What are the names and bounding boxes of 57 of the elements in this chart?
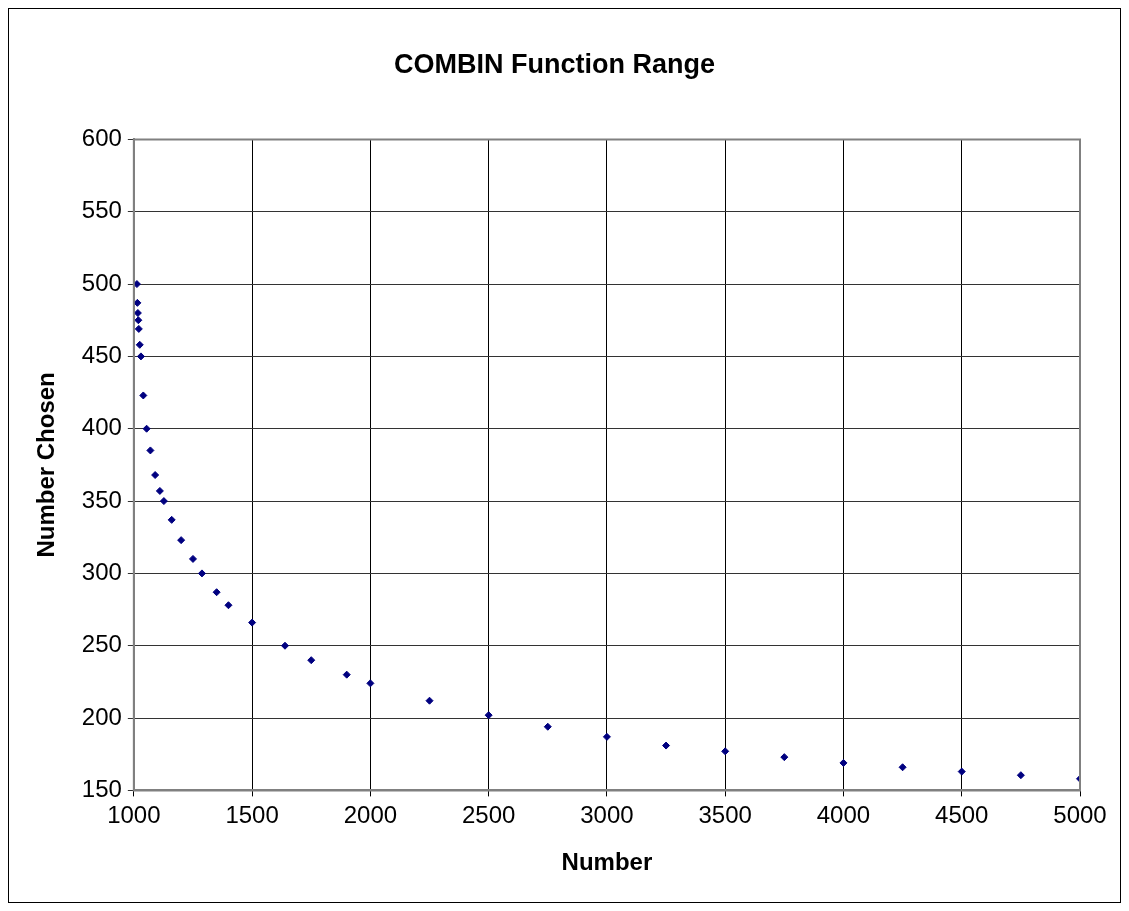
y-axis-title: Number Chosen bbox=[32, 372, 60, 558]
point bbox=[366, 679, 375, 688]
point bbox=[134, 324, 143, 333]
point bbox=[142, 424, 151, 433]
x-tick-label: 5000 bbox=[1053, 801, 1107, 829]
point bbox=[898, 763, 907, 772]
point bbox=[151, 471, 160, 480]
point bbox=[342, 670, 351, 679]
x-tick-label: 3500 bbox=[698, 801, 752, 829]
point bbox=[135, 340, 144, 349]
point bbox=[957, 767, 966, 776]
y-tick-label: 300 bbox=[81, 558, 122, 586]
point bbox=[1016, 771, 1025, 780]
x-tick-label: 4500 bbox=[935, 801, 989, 829]
point bbox=[484, 711, 493, 720]
y-tick-label: 250 bbox=[81, 630, 122, 658]
point bbox=[425, 696, 434, 705]
point bbox=[197, 569, 206, 578]
point bbox=[662, 741, 671, 750]
point bbox=[146, 446, 155, 455]
point bbox=[307, 656, 316, 665]
x-tick-label: 2000 bbox=[343, 801, 398, 829]
point bbox=[248, 618, 257, 627]
point bbox=[136, 352, 145, 361]
point bbox=[177, 536, 186, 545]
y-tick-label: 550 bbox=[81, 196, 122, 224]
x-tick-label: 4000 bbox=[816, 801, 871, 829]
point bbox=[155, 486, 164, 495]
point bbox=[167, 515, 176, 524]
x-tick-label: 1000 bbox=[107, 801, 161, 829]
chart-title: COMBIN Function Range bbox=[394, 48, 715, 79]
y-tick-label: 400 bbox=[81, 413, 122, 441]
point bbox=[721, 747, 730, 756]
point bbox=[780, 753, 789, 762]
point bbox=[133, 298, 142, 307]
point bbox=[188, 554, 197, 563]
point bbox=[839, 758, 848, 767]
point bbox=[133, 309, 142, 317]
point bbox=[212, 588, 221, 597]
x-tick-label: 1500 bbox=[225, 801, 279, 829]
point bbox=[139, 391, 148, 400]
y-tick-label: 450 bbox=[81, 341, 122, 369]
point bbox=[602, 732, 611, 741]
point bbox=[543, 722, 552, 731]
y-tick-label: 150 bbox=[81, 775, 122, 803]
y-tick-label: 200 bbox=[81, 702, 122, 730]
x-tick-label: 3000 bbox=[580, 801, 634, 829]
point bbox=[280, 641, 289, 650]
point bbox=[224, 601, 233, 610]
point bbox=[133, 280, 141, 289]
x-axis-title: Number bbox=[561, 848, 653, 876]
point bbox=[134, 316, 143, 325]
x-tick-label: 2500 bbox=[461, 801, 516, 829]
y-tick-label: 600 bbox=[81, 124, 122, 152]
point bbox=[159, 497, 168, 506]
y-tick-label: 500 bbox=[81, 268, 122, 296]
y-tick-label: 350 bbox=[81, 485, 122, 513]
